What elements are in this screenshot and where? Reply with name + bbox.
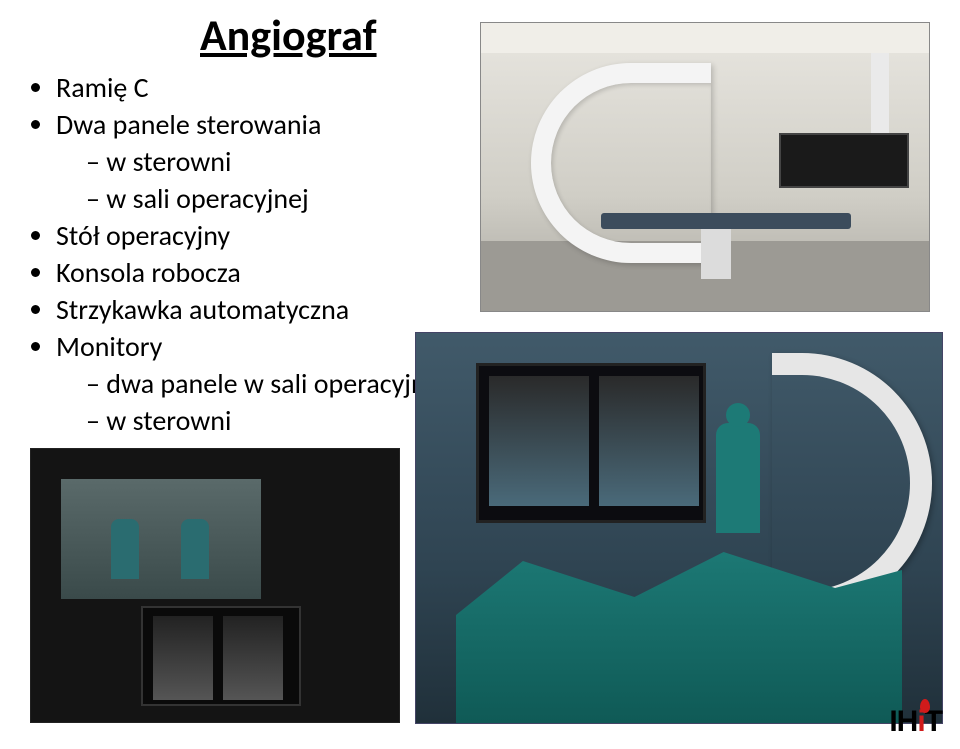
list-item-label: Monitory [56,329,162,364]
list-item-label: Dwa panele sterowania [56,107,321,142]
list-item: Dwa panele sterowania w sterowni w sali … [56,107,458,216]
list-item-label: Stół operacyjny [56,218,230,253]
list-item-label: Konsola robocza [56,255,241,290]
illustration-scan [153,616,213,700]
illustration-wall-screen [476,363,706,523]
illustration-person [111,519,139,579]
sub-list-item: w sterowni [86,144,458,179]
illustration-c-arm [531,63,711,263]
illustration-person [181,519,209,579]
illustration-c-arm [772,353,932,613]
illustration-ceiling [481,23,929,53]
illustration-table-leg [701,229,731,279]
image-angiograph-room [480,22,930,312]
list-item: Monitory dwa panele w sali operacyjnej w… [56,329,458,438]
illustration-monitor [141,606,301,706]
list-item-label: Strzykawka automatyczna [56,292,349,327]
illustration-scan [489,376,589,506]
logo-accent: i [917,705,924,738]
illustration-scan [223,616,283,700]
list-item: Konsola robocza [56,255,458,290]
sub-list-item: dwa panele w sali operacyjnej [86,366,458,401]
illustration-monitor-arm [871,53,889,143]
illustration-table [601,213,851,229]
list-item: Strzykawka automatyczna [56,292,458,327]
list-item: Ramię C [56,70,458,105]
page-title: Angiograf [200,8,377,62]
list-item: Stół operacyjny [56,218,458,253]
illustration-scan [599,376,699,506]
slide: Angiograf Ramię C Dwa panele sterowania … [0,0,960,749]
logo: IHiT [889,705,942,739]
sub-list-item: w sterowni [86,403,458,438]
image-control-room [30,448,400,723]
bullet-list: Ramię C Dwa panele sterowania w sterowni… [28,70,458,440]
sub-list: w sterowni w sali operacyjnej [56,144,458,216]
illustration-surgeon [716,423,760,533]
illustration-window [61,479,261,599]
sub-list-item: w sali operacyjnej [86,181,458,216]
image-operating-room [415,332,943,724]
drop-icon [920,699,930,713]
bullet-top-list: Ramię C Dwa panele sterowania w sterowni… [28,70,458,438]
logo-text-left: IH [889,705,917,738]
illustration-monitor-panel [779,133,909,188]
sub-list: dwa panele w sali operacyjnej w sterowni [56,366,458,438]
list-item-label: Ramię C [56,70,149,105]
